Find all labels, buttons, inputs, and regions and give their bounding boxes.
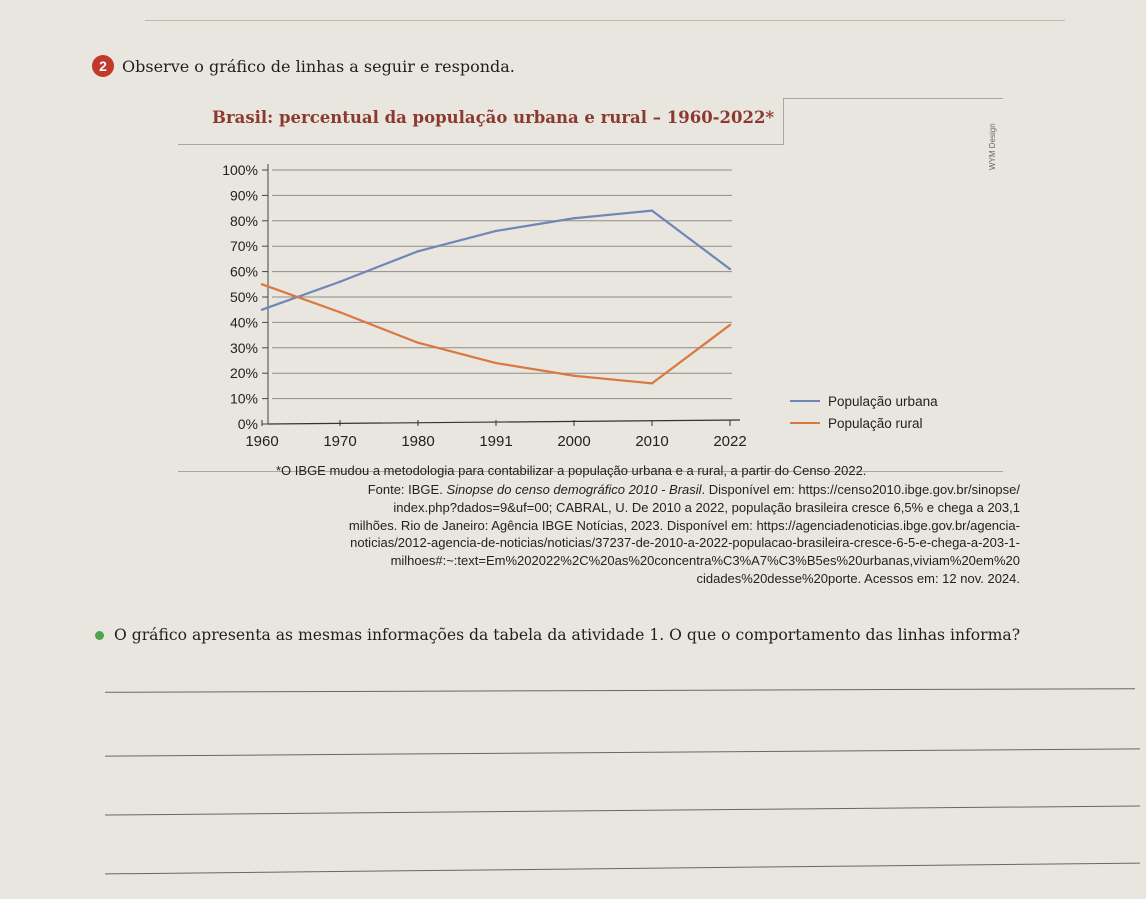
data-point bbox=[494, 229, 498, 233]
y-tick-label: 10% bbox=[230, 391, 258, 407]
source-line-4: noticias/2012-agencia-de-noticias/notici… bbox=[350, 535, 1020, 551]
data-point bbox=[416, 341, 420, 344]
y-tick-label: 80% bbox=[230, 213, 258, 229]
source-line-1-rest: . Disponível em: https://censo2010.ibge.… bbox=[701, 482, 1020, 497]
series-line-urbana bbox=[261, 209, 731, 311]
source-line-1: Fonte: IBGE. Sinopse do censo demográfic… bbox=[190, 481, 1020, 499]
series-line-rural bbox=[261, 283, 731, 385]
answer-line[interactable] bbox=[105, 748, 1140, 757]
question-instruction: Observe o gráfico de linhas a seguir e r… bbox=[122, 56, 515, 76]
y-tick-label: 20% bbox=[230, 365, 258, 381]
x-tick-label: 2010 bbox=[635, 433, 668, 450]
data-point bbox=[728, 267, 732, 271]
source-title: Sinopse do censo demográfico 2010 - Bras… bbox=[446, 482, 702, 497]
question-prompt: O gráfico apresenta as mesmas informaçõe… bbox=[95, 626, 1140, 644]
data-point bbox=[650, 382, 654, 385]
y-tick-label: 30% bbox=[230, 340, 258, 356]
question-header: 2 Observe o gráfico de linhas a seguir e… bbox=[92, 55, 515, 77]
chart-title-tab bbox=[178, 98, 784, 145]
y-tick-label: 50% bbox=[230, 289, 258, 305]
chart-title: Brasil: percentual da população urbana e… bbox=[212, 108, 775, 127]
answer-line[interactable] bbox=[105, 688, 1135, 693]
y-tick-label: 100% bbox=[222, 162, 258, 178]
question-prompt-text: O gráfico apresenta as mesmas informaçõe… bbox=[114, 626, 1021, 644]
chart-footnote: *O IBGE mudou a metodologia para contabi… bbox=[276, 463, 867, 478]
y-tick-label: 60% bbox=[230, 264, 258, 280]
legend-swatch-rural bbox=[790, 422, 820, 424]
data-point bbox=[416, 250, 420, 253]
source-line-6: cidades%20desse%20porte. Acessos em: 12 … bbox=[696, 570, 1020, 586]
source-lead: Fonte: IBGE. bbox=[367, 482, 447, 497]
x-tick-label: 1970 bbox=[323, 433, 356, 450]
y-tick-label: 40% bbox=[230, 314, 258, 330]
source-line-3: milhões. Rio de Janeiro: Agência IBGE No… bbox=[348, 517, 1020, 533]
legend-item-urbana: População urbana bbox=[790, 390, 970, 412]
source-line-2: index.php?dados=9&uf=00; CABRAL, U. De 2… bbox=[393, 499, 1020, 515]
data-point bbox=[728, 323, 732, 327]
x-tick-label: 2022 bbox=[713, 433, 746, 450]
legend-swatch-urbana bbox=[790, 400, 820, 402]
legend-label-rural: População rural bbox=[828, 415, 923, 431]
data-point bbox=[572, 217, 576, 220]
y-tick-label: 70% bbox=[230, 238, 258, 254]
source-citation: Fonte: IBGE. Sinopse do censo demográfic… bbox=[190, 481, 1020, 588]
bullet-icon bbox=[95, 630, 104, 640]
line-chart: 100% 90% 80% 70% 60% 50% 40% 30% 20% 10% 0%1960 197… bbox=[222, 162, 747, 450]
chart-legend: População urbana População rural bbox=[790, 390, 970, 440]
x-axis bbox=[267, 419, 741, 425]
x-tick-label: 1960 bbox=[245, 433, 278, 450]
answer-line[interactable] bbox=[105, 862, 1140, 875]
legend-label-urbana: População urbana bbox=[828, 393, 938, 409]
x-tick-label: 1980 bbox=[401, 433, 434, 450]
legend-item-rural: População rural bbox=[790, 412, 970, 434]
x-tick-label: 1991 bbox=[479, 433, 512, 450]
answer-line[interactable] bbox=[105, 805, 1140, 816]
data-point bbox=[572, 374, 576, 377]
source-line-5: milhoes#:~:text=Em%202022%2C%20as%20conc… bbox=[390, 553, 1020, 569]
data-point bbox=[650, 209, 654, 212]
data-point bbox=[494, 361, 498, 365]
data-point bbox=[338, 311, 342, 314]
data-point bbox=[338, 280, 342, 283]
y-tick-label: 0% bbox=[238, 416, 258, 432]
top-rule bbox=[145, 20, 1065, 21]
x-tick-label: 2000 bbox=[557, 433, 590, 450]
question-number-badge: 2 bbox=[92, 55, 114, 77]
y-tick-label: 90% bbox=[230, 187, 258, 203]
data-point bbox=[260, 283, 264, 286]
chart-credit: WYM Design bbox=[988, 123, 997, 170]
data-point bbox=[260, 308, 264, 311]
